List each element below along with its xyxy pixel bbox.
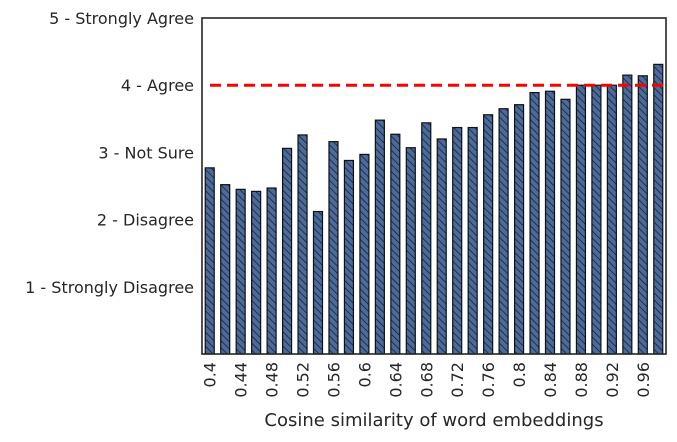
x-tick-label: 0.8 — [510, 362, 529, 387]
bar — [251, 190, 262, 355]
bar — [606, 84, 617, 355]
bar — [220, 184, 231, 355]
x-tick-label: 0.64 — [386, 362, 405, 398]
x-tick-label: 0.92 — [603, 362, 622, 398]
bar — [405, 147, 416, 355]
bar — [343, 159, 355, 355]
y-tick-label: 4 - Agree — [121, 76, 194, 95]
y-tick-label: 2 - Disagree — [97, 211, 194, 230]
bar — [452, 126, 463, 355]
bar — [467, 126, 478, 355]
bar — [421, 122, 432, 355]
bar — [637, 75, 648, 355]
y-tick-label: 5 - Strongly Agree — [49, 9, 194, 28]
bar — [266, 187, 277, 355]
x-tick-label: 0.44 — [232, 362, 251, 398]
bar — [436, 138, 447, 355]
x-tick-label: 0.76 — [479, 362, 498, 398]
bar — [498, 108, 509, 355]
x-tick-label: 0.48 — [263, 362, 282, 398]
bar — [359, 153, 370, 355]
bar — [390, 133, 401, 355]
bar — [575, 84, 587, 355]
x-axis-title: Cosine similarity of word embeddings — [264, 410, 603, 431]
bar — [312, 210, 324, 355]
bars-group — [204, 63, 664, 355]
bar — [653, 63, 664, 355]
bar — [204, 167, 215, 355]
bar — [622, 74, 633, 355]
plot-frame — [201, 17, 667, 355]
x-tick-label: 0.52 — [294, 362, 313, 398]
bar — [297, 134, 308, 355]
y-tick-label: 3 - Not Sure — [98, 143, 194, 162]
x-tick-label: 0.84 — [541, 362, 560, 398]
y-tick-label: 1 - Strongly Disagree — [25, 278, 194, 297]
bar — [529, 91, 540, 355]
bar — [281, 147, 293, 355]
bar — [560, 98, 571, 355]
x-tick-label: 0.96 — [634, 362, 653, 398]
y-tick-labels: 1 - Strongly Disagree 2 - Disagree 3 - Not… — [25, 9, 194, 297]
bar — [544, 90, 556, 355]
bar — [235, 188, 246, 355]
bar — [591, 84, 602, 355]
bar — [483, 114, 494, 355]
x-tick-label: 0.56 — [324, 362, 343, 398]
x-tick-label: 0.4 — [201, 362, 220, 387]
x-tick-label: 0.68 — [417, 362, 436, 398]
bar — [513, 104, 525, 355]
x-tick-label: 0.6 — [355, 362, 374, 387]
x-tick-label: 0.88 — [572, 362, 591, 398]
bar — [328, 141, 339, 355]
x-tick-labels: 0.4 0.44 0.48 0.52 0.56 0.6 0.64 0.68 0.72 0.76 0.… — [201, 362, 653, 398]
bar — [374, 119, 385, 355]
x-tick-label: 0.72 — [448, 362, 467, 398]
